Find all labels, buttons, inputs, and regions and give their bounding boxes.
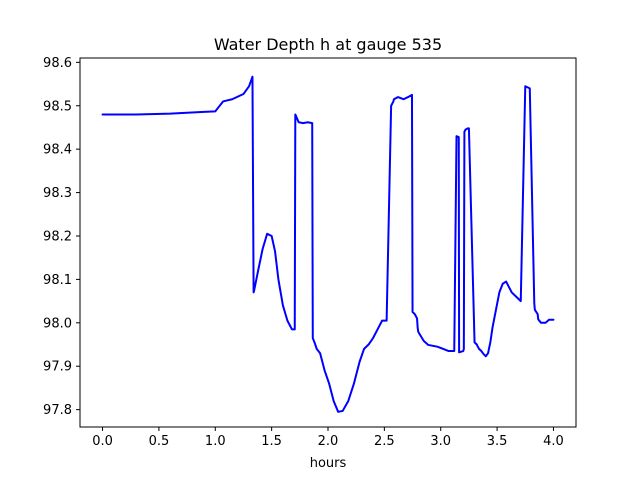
x-tick-label: 3.0 (430, 434, 451, 449)
x-tick-label: 4.0 (543, 434, 564, 449)
x-tick-label: 1.5 (261, 434, 282, 449)
x-axis-label: hours (310, 456, 347, 471)
x-tick-label: 3.5 (487, 434, 508, 449)
x-tick-label: 0.0 (92, 434, 113, 449)
y-tick-label: 98.1 (43, 273, 72, 288)
y-tick-label: 98.6 (43, 56, 72, 71)
x-tick-label: 2.0 (318, 434, 339, 449)
y-tick-label: 98.4 (43, 143, 72, 158)
plot-area: 0.0 0.5 1.0 1.5 2.0 2.5 3.0 3.5 4.0 97.8 97.9 98.0 9… (43, 56, 577, 449)
x-tick-label: 2.5 (374, 434, 395, 449)
y-tick-label: 98.5 (43, 99, 72, 114)
x-tick-label: 0.5 (149, 434, 170, 449)
x-tick-label: 1.0 (205, 434, 226, 449)
y-tick-label: 97.8 (43, 403, 72, 418)
y-tick-label: 97.9 (43, 360, 72, 375)
series-line-0 (101, 75, 555, 413)
y-tick-label: 98.2 (43, 229, 72, 244)
y-tick-label: 98.3 (43, 186, 72, 201)
y-tick-label: 98.0 (43, 316, 72, 331)
chart-title: Water Depth h at gauge 535 (214, 35, 442, 54)
